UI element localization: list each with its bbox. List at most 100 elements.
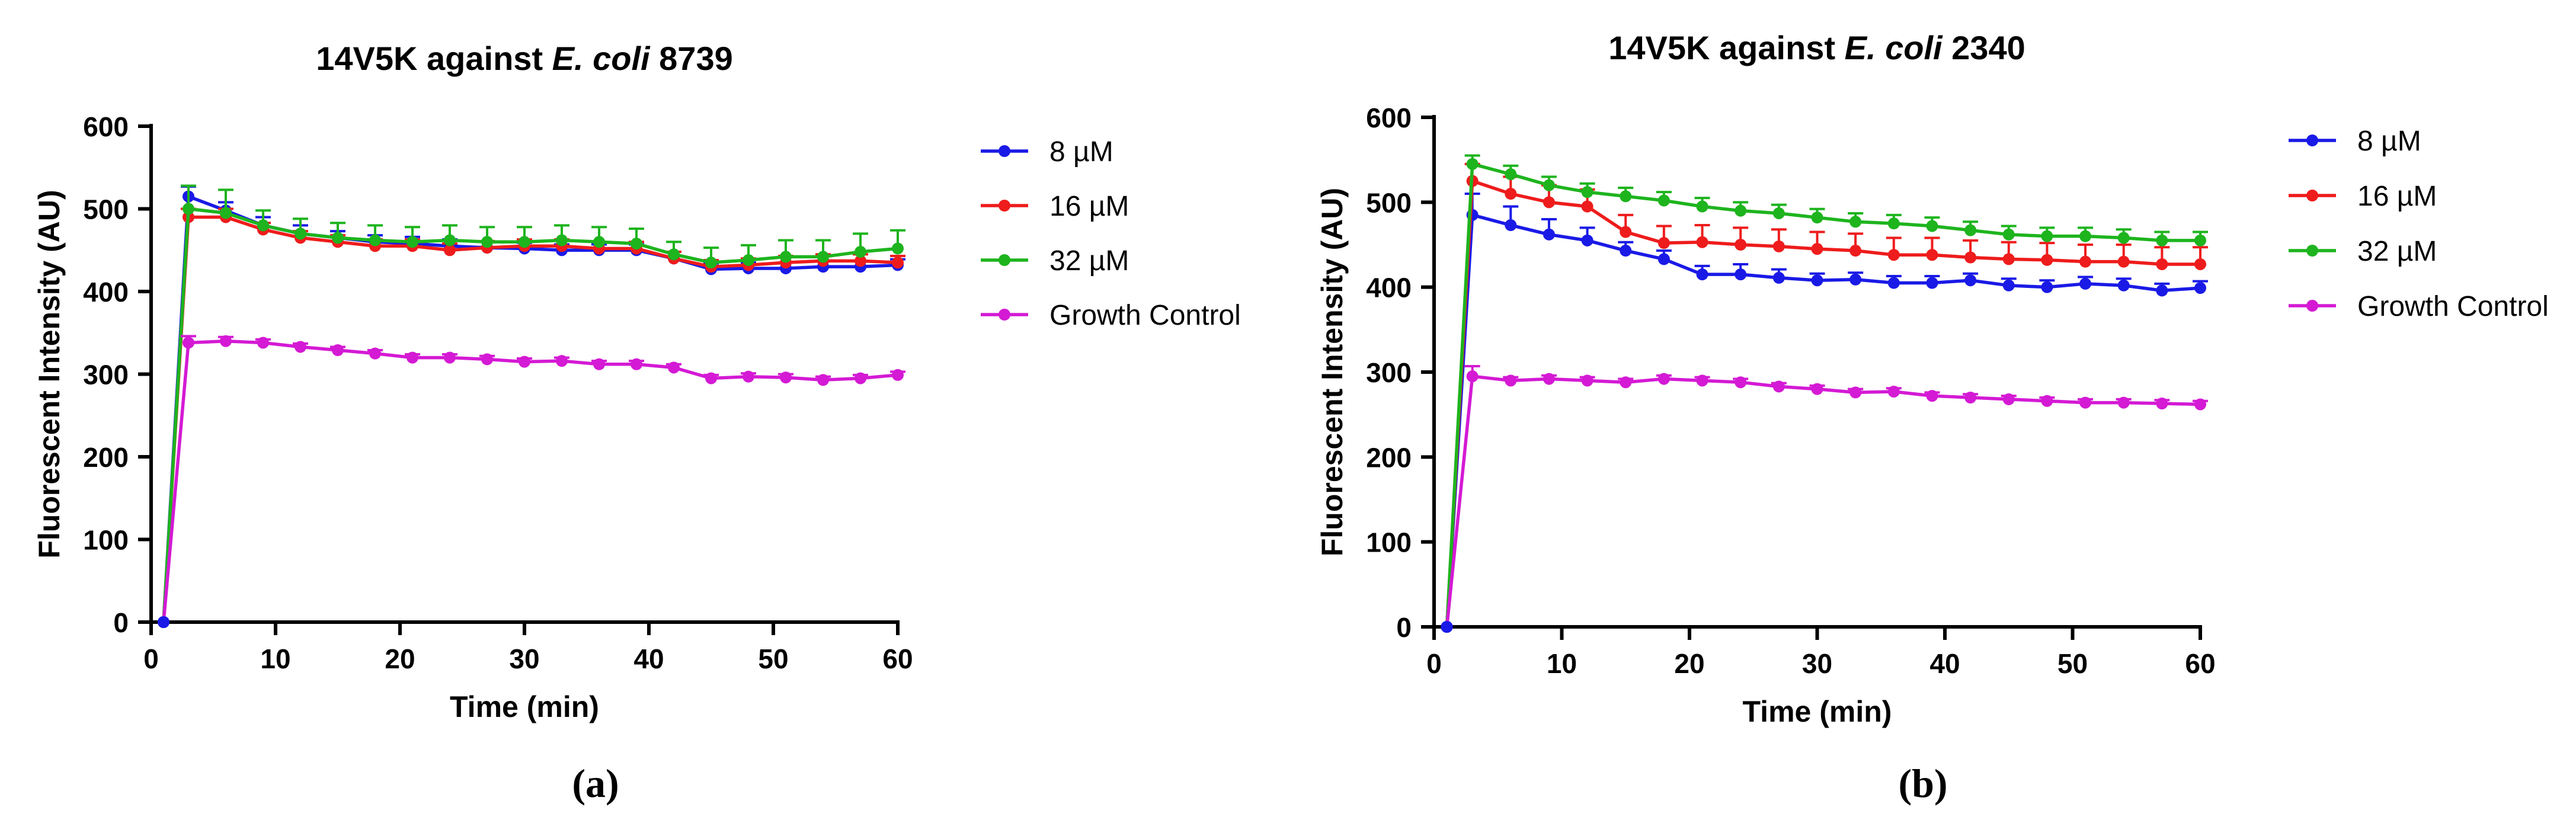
- x-axis-label: Time (min): [1743, 695, 1892, 728]
- data-point: [1811, 274, 1823, 287]
- data-point: [2079, 396, 2092, 409]
- data-point: [2041, 281, 2053, 293]
- data-point: [1964, 392, 1977, 403]
- data-point: [519, 236, 530, 248]
- data-point: [1811, 212, 1823, 224]
- data-point: [2002, 253, 2015, 265]
- data-point: [1735, 204, 1747, 217]
- chart-title-part: 2340: [1943, 29, 2025, 66]
- data-point: [1926, 390, 1938, 402]
- y-tick-label: 600: [1366, 102, 1412, 133]
- data-point: [158, 616, 169, 628]
- data-point: [1926, 249, 1938, 261]
- data-point: [817, 251, 829, 263]
- data-point: [220, 335, 232, 347]
- series-3: [158, 184, 905, 628]
- y-tick-label: 100: [83, 525, 129, 556]
- data-point: [1849, 245, 1862, 257]
- panel-label: (a): [572, 761, 619, 806]
- data-point: [1466, 158, 1479, 170]
- data-point: [1505, 219, 1517, 232]
- data-point: [2117, 232, 2130, 244]
- data-point: [2002, 393, 2015, 405]
- data-point: [332, 232, 344, 244]
- data-point: [407, 351, 418, 364]
- x-tick-label: 40: [1929, 648, 1960, 679]
- y-tick-label: 300: [1366, 357, 1412, 388]
- series-3: [1441, 154, 2208, 633]
- data-point: [2041, 395, 2053, 407]
- data-point: [2117, 255, 2130, 268]
- data-point: [1964, 251, 1977, 264]
- data-point: [2002, 228, 2015, 241]
- x-tick-label: 50: [2057, 648, 2088, 679]
- data-point: [1657, 253, 1670, 265]
- data-point: [2117, 396, 2130, 409]
- data-point: [1926, 220, 1938, 232]
- legend-swatch-marker: [2306, 245, 2318, 257]
- data-point: [1926, 277, 1938, 289]
- data-point: [1581, 374, 1593, 387]
- data-point: [481, 236, 493, 248]
- data-point: [444, 234, 456, 246]
- series-1: [1441, 193, 2208, 633]
- data-point: [1466, 370, 1479, 383]
- data-point: [257, 219, 269, 232]
- data-point: [481, 353, 493, 366]
- data-point: [1849, 273, 1862, 286]
- legend-swatch-marker: [2306, 190, 2318, 201]
- data-point: [556, 234, 568, 246]
- data-point: [1543, 196, 1555, 209]
- data-point: [1849, 386, 1862, 399]
- data-point: [1849, 216, 1862, 228]
- data-point: [332, 344, 344, 357]
- data-point: [855, 255, 866, 267]
- legend-label: 32 µM: [1049, 245, 1129, 277]
- legend-swatch-marker: [999, 145, 1010, 157]
- data-point: [1964, 224, 1977, 236]
- y-tick-label: 0: [113, 607, 129, 638]
- data-point: [1696, 200, 1708, 213]
- x-tick-label: 30: [509, 643, 539, 674]
- data-point: [1887, 277, 1900, 289]
- x-tick-label: 0: [1426, 648, 1442, 679]
- data-point: [668, 248, 680, 261]
- data-point: [593, 236, 605, 248]
- data-point: [1696, 268, 1708, 281]
- data-point: [743, 254, 754, 266]
- y-tick-label: 200: [1366, 442, 1412, 473]
- x-tick-label: 10: [260, 643, 290, 674]
- data-point: [220, 207, 232, 219]
- legend-label: 32 µM: [2357, 236, 2437, 267]
- chart-title-part: 14V5K against: [1608, 29, 1844, 66]
- data-point: [780, 251, 792, 263]
- data-point: [892, 242, 904, 255]
- data-point: [2194, 282, 2206, 294]
- data-point: [2079, 230, 2092, 242]
- data-point: [593, 358, 605, 370]
- data-point: [407, 236, 418, 248]
- y-axis-label: Fluorescent Intensity (AU): [1316, 188, 1349, 556]
- data-point: [1441, 621, 1453, 633]
- data-point: [1620, 190, 1632, 203]
- chart-title: 14V5K against E. coli 2340: [1608, 29, 2025, 66]
- data-point: [444, 244, 456, 257]
- y-tick-label: 500: [83, 194, 129, 225]
- chart-panel-2: 14V5K against E. coli 234001002003004005…: [1316, 29, 2549, 806]
- data-point: [1657, 373, 1670, 385]
- data-point: [1735, 239, 1747, 251]
- data-point: [2194, 398, 2206, 411]
- data-point: [2117, 279, 2130, 292]
- data-point: [1581, 200, 1593, 213]
- chart-panel-1: 14V5K against E. coli 873901002003004005…: [33, 40, 1241, 806]
- data-point: [1620, 226, 1632, 238]
- data-point: [369, 347, 381, 360]
- data-point: [892, 369, 904, 381]
- data-point: [1696, 374, 1708, 387]
- x-tick-label: 20: [385, 643, 415, 674]
- x-tick-label: 30: [1802, 648, 1832, 679]
- y-tick-label: 400: [83, 277, 129, 308]
- data-point: [1811, 243, 1823, 255]
- x-tick-label: 10: [1547, 648, 1577, 679]
- legend-label: Growth Control: [1049, 300, 1241, 331]
